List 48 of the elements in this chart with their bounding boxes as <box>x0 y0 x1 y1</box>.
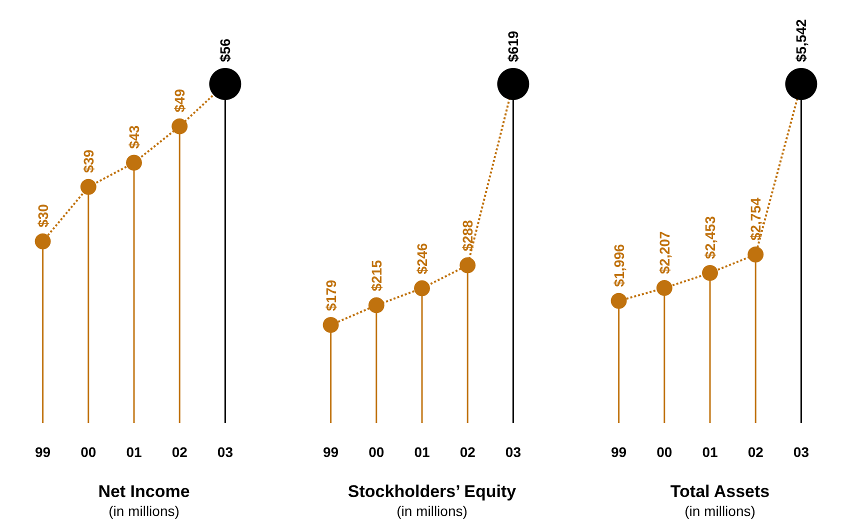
point <box>34 233 51 250</box>
data-label: $30 <box>34 204 51 228</box>
x-tick-label: 00 <box>656 444 672 460</box>
data-label: $56 <box>217 38 234 62</box>
x-tick-label: 00 <box>80 444 96 460</box>
x-tick-label: 03 <box>793 444 810 460</box>
x-tick-label: 01 <box>702 444 718 460</box>
text: Total Assets <box>670 482 770 501</box>
point <box>460 257 476 274</box>
data-label: $215 <box>368 260 384 292</box>
x-tick-label: 03 <box>217 444 234 460</box>
data-label: $619 <box>505 30 522 62</box>
data-label: $43 <box>126 125 142 149</box>
text: Stockholders’ Equity <box>348 482 517 501</box>
x-tick-label: 99 <box>323 444 339 460</box>
data-label: $39 <box>80 149 96 173</box>
data-label: $49 <box>172 88 188 112</box>
x-tick-label: 02 <box>748 444 764 460</box>
point <box>610 292 627 309</box>
point <box>656 280 672 296</box>
x-tick-label: 99 <box>35 444 51 460</box>
text: (in millions) <box>396 503 468 519</box>
point <box>748 246 764 263</box>
data-label: $5,542 <box>793 18 810 62</box>
point <box>368 297 384 314</box>
data-label: $2,754 <box>748 198 764 241</box>
text: Net Income <box>98 482 190 501</box>
data-label: $246 <box>414 242 430 274</box>
text: (in millions) <box>684 503 756 519</box>
point <box>172 118 188 134</box>
x-tick-label: 00 <box>368 444 384 460</box>
x-tick-label: 99 <box>611 444 627 460</box>
point <box>80 178 96 195</box>
point <box>702 264 718 281</box>
data-label: $179 <box>322 280 339 311</box>
x-tick-label: 02 <box>172 444 188 460</box>
text: (in millions) <box>108 503 180 519</box>
x-tick-label: 02 <box>460 444 476 460</box>
data-label: $288 <box>460 220 476 252</box>
point <box>322 316 339 333</box>
x-tick-label: 01 <box>414 444 430 460</box>
data-label: $2,207 <box>656 230 672 274</box>
point <box>414 280 430 296</box>
point <box>126 154 142 171</box>
data-label: $2,453 <box>702 216 718 259</box>
data-label: $1,996 <box>610 244 627 287</box>
x-tick-label: 03 <box>505 444 522 460</box>
x-tick-label: 01 <box>126 444 142 460</box>
